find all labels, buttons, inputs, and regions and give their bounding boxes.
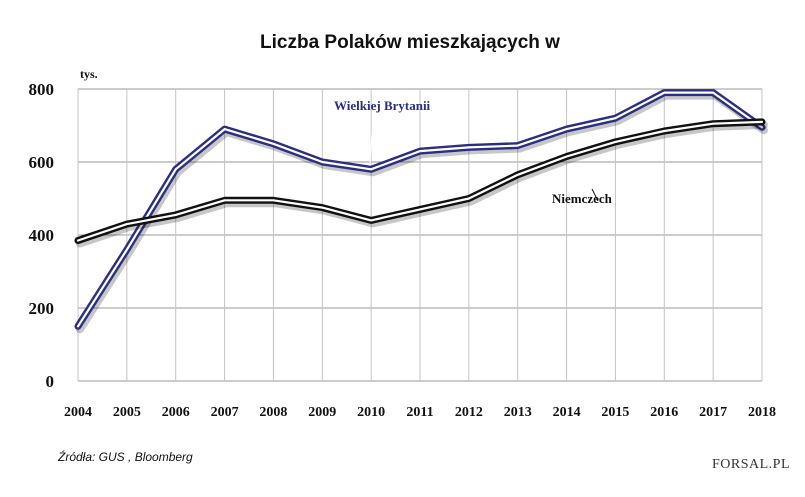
series-de-shadow — [76, 120, 768, 248]
y-tick-600: 600 — [29, 153, 55, 172]
series-lines — [74, 89, 768, 334]
series-uk-highlight — [76, 91, 764, 328]
x-tick-2013: 2013 — [504, 405, 532, 420]
x-tick-2010: 2010 — [357, 405, 385, 420]
x-tick-2012: 2012 — [455, 405, 483, 420]
x-tick-2017: 2017 — [699, 405, 727, 420]
y-tick-0: 0 — [46, 372, 55, 391]
chart-title: Liczba Polaków mieszkających w — [260, 32, 560, 53]
source-note: Źródła: GUS , Bloomberg — [57, 449, 193, 464]
x-tick-2015: 2015 — [601, 405, 629, 420]
series-de-highlight — [76, 120, 764, 242]
x-tick-2016: 2016 — [650, 405, 678, 420]
x-tick-2006: 2006 — [162, 405, 190, 420]
x-tick-2014: 2014 — [553, 405, 581, 420]
label-de-leader — [591, 188, 599, 202]
label-uk-leader — [369, 115, 374, 166]
x-tick-2008: 2008 — [259, 405, 287, 420]
x-tick-2009: 2009 — [308, 405, 336, 420]
x-tick-2018: 2018 — [748, 405, 776, 420]
y-tick-labels: 0 200 400 600 800 — [29, 80, 55, 391]
x-tick-2004: 2004 — [64, 405, 92, 420]
x-tick-2007: 2007 — [211, 405, 239, 420]
y-tick-200: 200 — [29, 299, 55, 318]
x-tick-labels: 2004 2005 2006 2007 2008 2009 2010 2011 2012 2013… — [64, 405, 776, 420]
x-tick-2011: 2011 — [406, 405, 433, 420]
grid — [77, 88, 763, 382]
y-tick-400: 400 — [29, 226, 55, 245]
series-label-uk: Wielkiej Brytanii — [334, 98, 431, 113]
x-tick-2005: 2005 — [113, 405, 141, 420]
unit-label: tys. — [80, 67, 98, 81]
series-labels: Wielkiej Brytanii Niemczech — [334, 98, 613, 206]
y-tick-800: 800 — [29, 80, 55, 99]
brand-logo: FORSAL.PL — [712, 457, 790, 472]
series-label-de: Niemczech — [552, 191, 613, 206]
